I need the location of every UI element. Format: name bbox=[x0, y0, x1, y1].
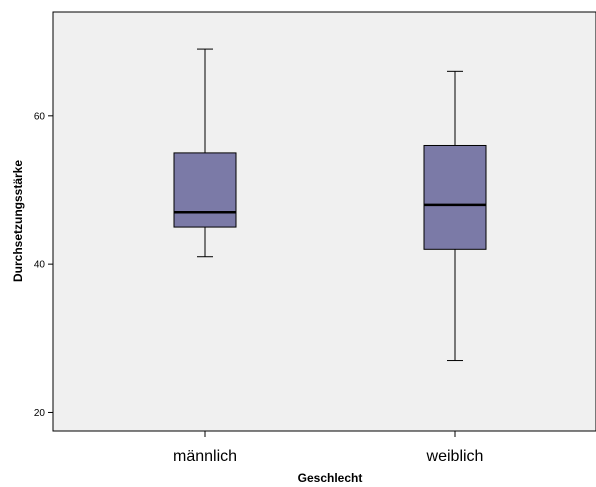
x-tick-label: weiblich bbox=[426, 448, 484, 465]
x-axis: männlich weiblich bbox=[173, 431, 483, 465]
y-axis-title: Durchsetzungsstärke bbox=[11, 160, 25, 282]
y-axis: 20 40 60 bbox=[34, 111, 53, 419]
box-1 bbox=[173, 48, 237, 258]
y-tick-label: 20 bbox=[34, 408, 46, 419]
box-2 bbox=[423, 70, 487, 362]
y-tick-label: 60 bbox=[34, 111, 46, 122]
x-axis-title: Geschlecht bbox=[298, 471, 363, 485]
iqr-box bbox=[173, 152, 237, 228]
plot-area bbox=[52, 11, 596, 432]
box-group bbox=[173, 48, 487, 362]
x-tick-label: männlich bbox=[173, 448, 237, 465]
iqr-box bbox=[423, 144, 487, 250]
y-tick-label: 40 bbox=[34, 260, 46, 271]
